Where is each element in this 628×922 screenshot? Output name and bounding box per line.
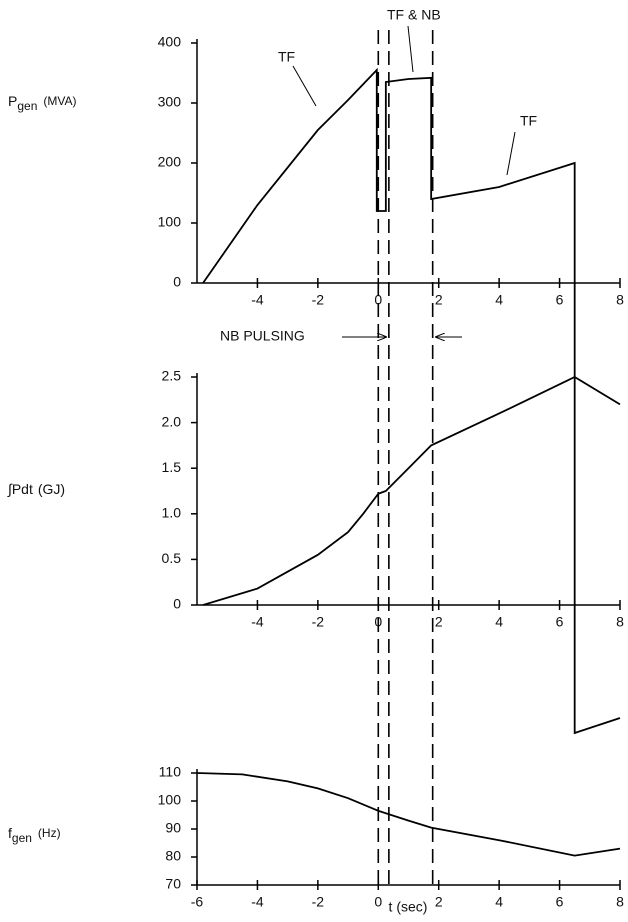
y-tick-label: 90 — [165, 820, 181, 836]
y-tick-label: 400 — [158, 34, 182, 50]
x-tick-label: -2 — [312, 292, 325, 308]
y-label: Pgen (MVA) — [8, 93, 76, 113]
x-tick-label: -2 — [312, 614, 325, 630]
x-tick-label: 8 — [616, 894, 624, 910]
y-tick-label: 0.5 — [162, 550, 182, 566]
x-tick-label: 2 — [435, 292, 443, 308]
y-tick-label: 300 — [158, 94, 182, 110]
x-tick-label: 6 — [556, 292, 564, 308]
x-tick-label: 6 — [556, 894, 564, 910]
leader-line — [292, 65, 317, 107]
y-tick-label: 100 — [158, 214, 182, 230]
x-tick-label: 4 — [495, 292, 503, 308]
x-tick-label: 0 — [374, 292, 382, 308]
y-tick-label: 70 — [165, 876, 181, 892]
x-tick-label: -2 — [312, 894, 325, 910]
y-tick-label: 0 — [173, 274, 181, 290]
x-tick-label: -4 — [251, 614, 264, 630]
x-tick-label: 2 — [435, 894, 443, 910]
annotation: TF — [520, 113, 537, 129]
x-tick-label: 4 — [495, 894, 503, 910]
leader-line — [506, 131, 516, 176]
x-tick-label: -4 — [251, 292, 264, 308]
y-tick-label: 100 — [158, 792, 182, 808]
x-tick-label: 8 — [616, 614, 624, 630]
y-tick-label: 1.5 — [162, 459, 182, 475]
x-tick-label: 0 — [374, 894, 382, 910]
y-tick-label: 80 — [165, 848, 181, 864]
x-label: t (sec) — [389, 899, 428, 915]
x-tick-label: 2 — [435, 614, 443, 630]
x-tick-label: 4 — [495, 614, 503, 630]
annotation: TF & NB — [387, 7, 441, 23]
leader-line — [407, 25, 414, 73]
y-tick-label: 2.0 — [162, 413, 182, 429]
annotation: NB PULSING — [220, 328, 305, 344]
x-tick-label: 8 — [616, 292, 624, 308]
y-tick-label: 0 — [173, 596, 181, 612]
y-tick-label: 110 — [159, 764, 182, 780]
y-tick-label: 2.5 — [162, 368, 182, 384]
y-tick-label: 1.0 — [162, 505, 182, 521]
y-tick-label: 200 — [158, 154, 182, 170]
y-label: fgen (Hz) — [8, 825, 61, 845]
data-line — [202, 375, 621, 606]
data-line — [196, 772, 621, 857]
y-label: ∫Pdt (GJ) — [7, 481, 65, 497]
x-tick-label: -4 — [251, 894, 264, 910]
x-tick-label: -6 — [191, 894, 204, 910]
annotation: TF — [278, 49, 295, 65]
data-line — [202, 67, 621, 735]
x-tick-label: 6 — [556, 614, 564, 630]
